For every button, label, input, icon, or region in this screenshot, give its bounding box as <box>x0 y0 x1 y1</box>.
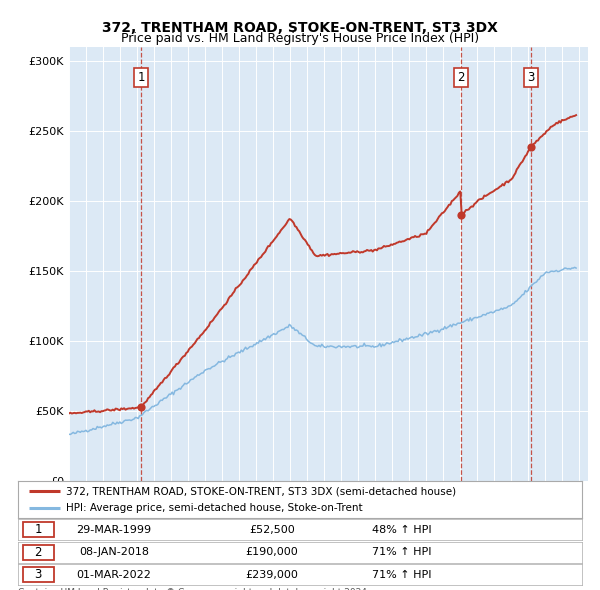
Point <box>456 211 466 220</box>
Text: 48% ↑ HPI: 48% ↑ HPI <box>372 525 431 535</box>
Point <box>527 142 536 151</box>
Point <box>136 403 146 412</box>
Text: 29-MAR-1999: 29-MAR-1999 <box>76 525 151 535</box>
Text: 2: 2 <box>457 71 464 84</box>
Text: Contains HM Land Registry data © Crown copyright and database right 2024.
This d: Contains HM Land Registry data © Crown c… <box>18 588 370 590</box>
Text: 1: 1 <box>137 71 145 84</box>
FancyBboxPatch shape <box>23 567 53 582</box>
Text: £190,000: £190,000 <box>245 548 298 557</box>
Text: 372, TRENTHAM ROAD, STOKE-ON-TRENT, ST3 3DX (semi-detached house): 372, TRENTHAM ROAD, STOKE-ON-TRENT, ST3 … <box>66 486 456 496</box>
Text: 3: 3 <box>34 568 42 581</box>
Text: 2: 2 <box>34 546 42 559</box>
Text: Price paid vs. HM Land Registry's House Price Index (HPI): Price paid vs. HM Land Registry's House … <box>121 32 479 45</box>
Text: 01-MAR-2022: 01-MAR-2022 <box>76 570 151 579</box>
Text: 1: 1 <box>34 523 42 536</box>
Text: 3: 3 <box>527 71 535 84</box>
Text: 08-JAN-2018: 08-JAN-2018 <box>79 548 149 557</box>
Text: HPI: Average price, semi-detached house, Stoke-on-Trent: HPI: Average price, semi-detached house,… <box>66 503 362 513</box>
Text: £52,500: £52,500 <box>249 525 295 535</box>
FancyBboxPatch shape <box>23 545 53 560</box>
FancyBboxPatch shape <box>23 522 53 537</box>
Text: 71% ↑ HPI: 71% ↑ HPI <box>372 548 431 557</box>
Text: £239,000: £239,000 <box>245 570 298 579</box>
Text: 71% ↑ HPI: 71% ↑ HPI <box>372 570 431 579</box>
Text: 372, TRENTHAM ROAD, STOKE-ON-TRENT, ST3 3DX: 372, TRENTHAM ROAD, STOKE-ON-TRENT, ST3 … <box>102 21 498 35</box>
